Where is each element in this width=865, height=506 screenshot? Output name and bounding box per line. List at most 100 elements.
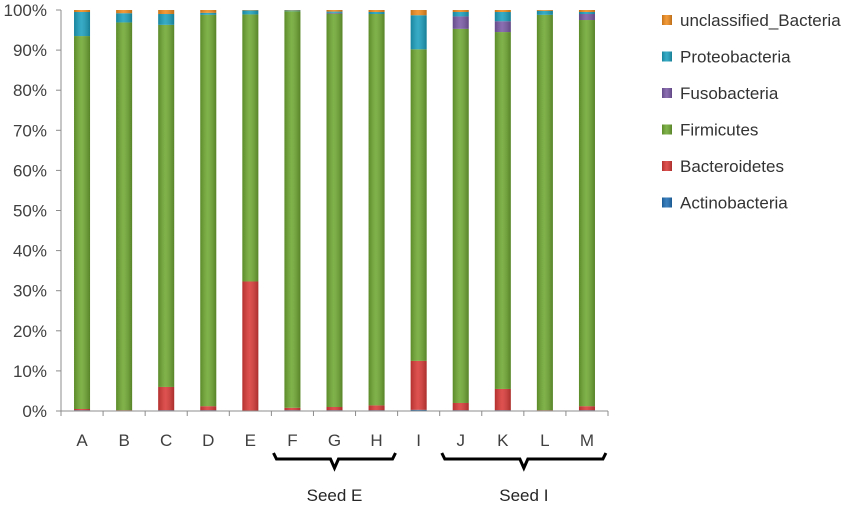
bar-segment-shade: [284, 11, 301, 408]
x-tick-label: G: [328, 431, 341, 450]
y-tick-label: 50%: [13, 202, 47, 221]
bar-segment-shade: [410, 15, 427, 50]
x-tick-label: H: [370, 431, 382, 450]
bar-segment-shade: [284, 10, 301, 12]
y-tick-label: 60%: [13, 161, 47, 180]
bar-segment-shade: [494, 388, 511, 411]
bar-segment-shade: [578, 14, 595, 21]
legend-label: Bacteroidetes: [680, 157, 784, 176]
x-tick-label: B: [118, 431, 129, 450]
bar-M: [578, 10, 595, 411]
x-axis: A B C D E F G H I J K L M: [60, 410, 609, 450]
y-axis: 0% 10% 20% 30% 40% 50% 60% 70% 80% 90% 100%: [4, 1, 62, 421]
bar-segment-shade: [74, 12, 91, 37]
legend-swatch-shade: [662, 88, 672, 98]
bar-segment-shade: [494, 21, 511, 33]
y-tick-label: 100%: [4, 1, 47, 20]
legend-swatch-shade: [662, 15, 672, 25]
bar-segment-shade: [326, 10, 343, 12]
legend-item: Proteobacteria: [662, 48, 791, 67]
bar-segment-shade: [116, 13, 133, 23]
bar-segment-shade: [368, 10, 385, 13]
legend-label: Fusobacteria: [680, 84, 779, 103]
x-tick-label: I: [416, 431, 421, 450]
bar-segment-shade: [326, 11, 343, 13]
bar-J: [452, 10, 469, 411]
y-tick-label: 30%: [13, 282, 47, 301]
group-bracket: [272, 452, 397, 472]
bar-segment-shade: [284, 407, 301, 411]
bar-segment-shade: [410, 409, 427, 411]
legend-item: unclassified_Bacteria: [662, 11, 841, 30]
x-tick-label: L: [540, 431, 549, 450]
bar-segment-shade: [452, 16, 469, 29]
x-tick-label: C: [160, 431, 172, 450]
bar-segment-shade: [494, 12, 511, 22]
bar-D: [200, 10, 217, 411]
y-tick-label: 80%: [13, 81, 47, 100]
bar-segment-shade: [74, 408, 91, 411]
bar-segment-shade: [158, 24, 175, 387]
legend-swatch-shade: [662, 124, 672, 135]
bars-area: [74, 10, 595, 411]
bar-segment-shade: [368, 12, 385, 15]
bar-segment-shade: [158, 14, 175, 25]
bar-segment-shade: [200, 406, 217, 411]
bar-segment-shade: [536, 10, 553, 11]
y-tick-label: 0%: [22, 402, 47, 421]
bar-segment-shade: [452, 12, 469, 17]
legend-item: Fusobacteria: [662, 84, 779, 103]
bar-segment-shade: [536, 10, 553, 15]
bar-segment-shade: [410, 10, 427, 16]
legend-item: Actinobacteria: [662, 194, 788, 213]
legend-label: Proteobacteria: [680, 48, 791, 67]
legend: unclassified_Bacteria Proteobacteria Fusob…: [662, 11, 841, 213]
bar-segment-shade: [494, 10, 511, 13]
x-tick-label: F: [287, 431, 297, 450]
bar-segment-shade: [494, 32, 511, 389]
x-tick-label: E: [245, 431, 256, 450]
bar-H: [368, 10, 385, 411]
bar-F: [284, 10, 301, 411]
bar-segment-shade: [578, 12, 595, 15]
x-tick-label: K: [497, 431, 509, 450]
legend-label: unclassified_Bacteria: [680, 11, 841, 30]
bar-segment-shade: [578, 10, 595, 13]
bar-segment-shade: [242, 281, 259, 411]
bar-segment-shade: [368, 405, 385, 411]
y-tick-label: 90%: [13, 41, 47, 60]
group-label: Seed E: [307, 486, 363, 505]
bar-E: [242, 10, 259, 411]
bar-segment-shade: [410, 49, 427, 361]
legend-swatch-shade: [662, 197, 672, 208]
bar-segment-shade: [116, 22, 133, 411]
bar-segment-shade: [410, 360, 427, 410]
bar-segment-shade: [326, 13, 343, 407]
y-tick-label: 10%: [13, 362, 47, 381]
legend-swatch-shade: [662, 51, 672, 62]
legend-item: Firmicutes: [662, 121, 758, 140]
bar-segment-shade: [116, 10, 133, 14]
legend-label: Actinobacteria: [680, 194, 788, 213]
bar-segment-shade: [326, 12, 343, 14]
legend-swatch-shade: [662, 161, 672, 171]
legend-item: Bacteroidetes: [662, 157, 784, 176]
bar-segment-shade: [158, 386, 175, 411]
x-tick-label: A: [76, 431, 88, 450]
x-tick-label: M: [580, 431, 594, 450]
bar-G: [326, 10, 343, 411]
bar-segment-shade: [578, 406, 595, 411]
bar-B: [116, 10, 133, 411]
legend-label: Firmicutes: [680, 121, 758, 140]
bar-segment-shade: [158, 10, 175, 15]
bar-segment-shade: [74, 10, 91, 13]
bar-segment-shade: [74, 36, 91, 409]
y-tick-label: 40%: [13, 242, 47, 261]
bar-segment-shade: [452, 28, 469, 403]
bar-C: [158, 10, 175, 411]
bar-L: [536, 10, 553, 411]
bar-segment-shade: [200, 14, 217, 407]
bar-segment-shade: [536, 14, 553, 411]
bar-I: [410, 10, 427, 411]
